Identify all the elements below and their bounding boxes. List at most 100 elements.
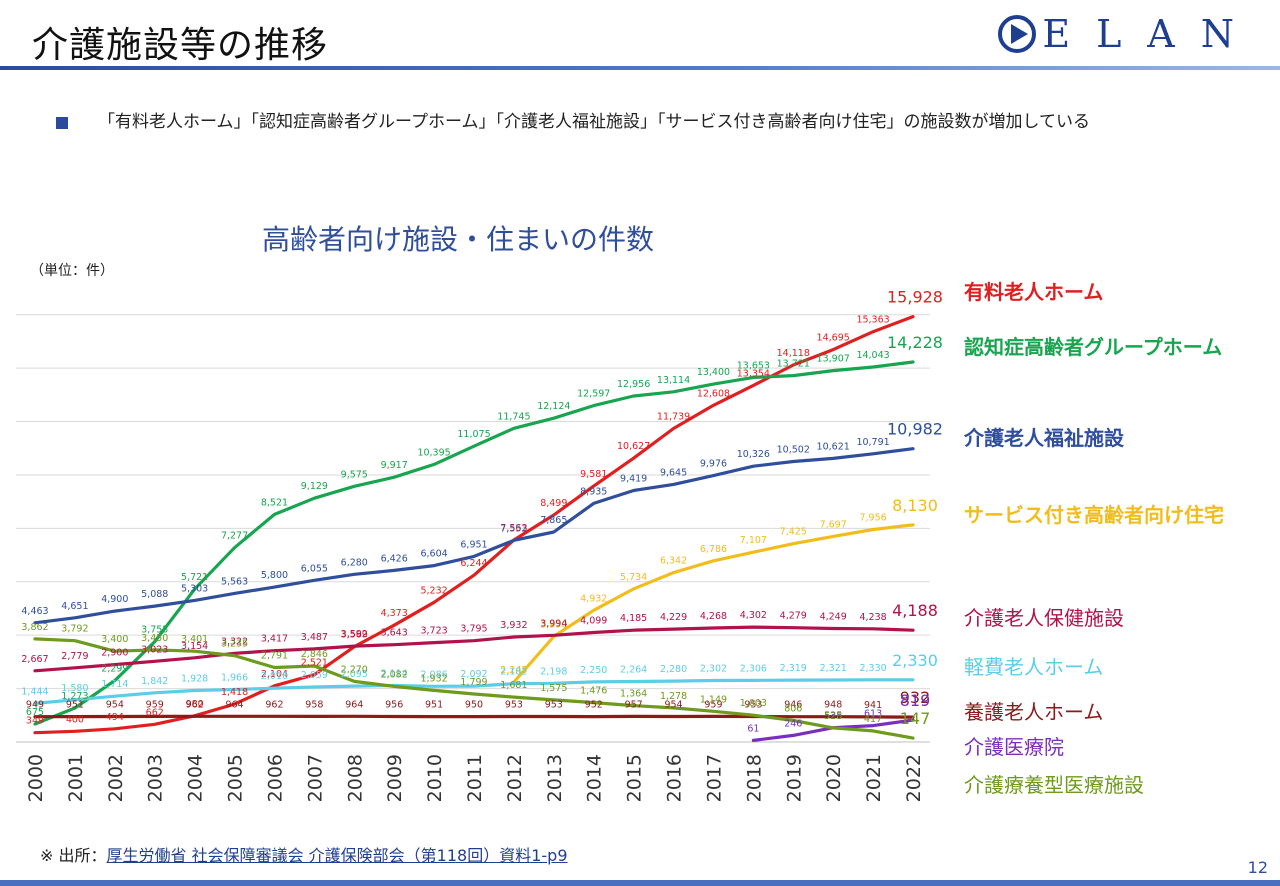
data-label: 2,302 xyxy=(700,664,727,675)
data-label: 2,900 xyxy=(101,648,128,659)
data-label: 12,597 xyxy=(577,389,610,400)
data-label: 2,330 xyxy=(892,651,938,670)
data-label: 953 xyxy=(545,700,563,711)
data-label: 11,075 xyxy=(457,429,490,440)
data-label: 4,249 xyxy=(820,612,847,623)
data-label: 6,342 xyxy=(660,556,687,567)
data-label: 6,951 xyxy=(460,539,487,550)
page-number: 12 xyxy=(1247,858,1268,877)
x-tick-label: 2007 xyxy=(304,754,326,802)
data-label: 7,865 xyxy=(540,515,567,526)
series-line-8 xyxy=(33,637,915,740)
data-label: 4,651 xyxy=(61,601,88,612)
data-label: 613 xyxy=(864,709,882,720)
data-label: 1,932 xyxy=(420,673,447,684)
data-label: 11,739 xyxy=(657,411,690,422)
data-label: 958 xyxy=(305,699,323,710)
data-label: 806 xyxy=(784,703,802,714)
x-tick-label: 2013 xyxy=(544,754,566,802)
data-label: 4,279 xyxy=(780,611,807,622)
data-label: 14,043 xyxy=(856,350,889,361)
data-label: 3,862 xyxy=(21,622,48,633)
legend-entry: 介護老人福祉施設 xyxy=(964,426,1124,450)
series-line-3 xyxy=(512,523,915,684)
x-tick-label: 2019 xyxy=(783,754,805,802)
data-label: 5,563 xyxy=(221,576,248,587)
data-label: 7,552 xyxy=(500,523,527,534)
data-label: 2,198 xyxy=(540,666,567,677)
data-label: 948 xyxy=(824,700,842,711)
x-tick-label: 2005 xyxy=(225,754,247,802)
data-label: 8,130 xyxy=(892,496,938,515)
data-label: 9,581 xyxy=(580,469,607,480)
data-label: 14,118 xyxy=(777,348,810,359)
data-label: 5,721 xyxy=(181,572,208,583)
legend-entry: サービス付き高齢者向け住宅 xyxy=(964,503,1224,527)
data-label: 7,107 xyxy=(740,535,767,546)
series-line-6 xyxy=(33,714,915,719)
data-label: 147 xyxy=(900,709,931,728)
x-tick-label: 2004 xyxy=(185,754,207,802)
data-label: 14,228 xyxy=(887,333,943,352)
data-label: 3,643 xyxy=(381,628,408,639)
data-label: 2,104 xyxy=(261,669,288,680)
data-label: 1,928 xyxy=(181,674,208,685)
data-label: 3,795 xyxy=(460,624,487,635)
x-tick-label: 2000 xyxy=(25,754,47,802)
data-label: 2,086 xyxy=(420,669,447,680)
data-label: 2,280 xyxy=(660,664,687,675)
data-label: 950 xyxy=(465,700,483,711)
data-label: 3,932 xyxy=(500,620,527,631)
data-label: 9,419 xyxy=(620,473,647,484)
x-tick-label: 2021 xyxy=(863,754,885,802)
data-label: 2,016 xyxy=(261,671,288,682)
series-line-4 xyxy=(33,625,915,673)
x-tick-label: 2016 xyxy=(664,754,686,802)
data-label: 5,734 xyxy=(620,572,647,583)
data-label: 1,476 xyxy=(580,686,607,697)
x-tick-label: 2002 xyxy=(105,754,127,802)
data-label: 957 xyxy=(625,699,643,710)
legend-entry: 有料老人ホーム xyxy=(964,280,1104,304)
play-circle-icon xyxy=(998,15,1037,53)
data-label: 10,621 xyxy=(817,441,850,452)
x-tick-label: 2001 xyxy=(65,754,87,802)
data-label: 2,245 xyxy=(500,665,527,676)
data-label: 4,932 xyxy=(580,593,607,604)
data-label: 3,322 xyxy=(221,636,248,647)
data-label: 2,264 xyxy=(620,665,647,676)
data-label: 3,401 xyxy=(181,634,208,645)
data-label: 962 xyxy=(265,699,283,710)
data-label: 3,023 xyxy=(141,644,168,655)
data-label: 12,956 xyxy=(617,379,650,390)
data-label: 61 xyxy=(747,723,759,734)
data-label: 7,563 xyxy=(500,523,527,534)
data-label: 3,417 xyxy=(261,634,288,645)
data-label: 349 xyxy=(26,716,44,727)
data-label: 2,321 xyxy=(820,663,847,674)
data-label: 1,966 xyxy=(221,672,248,683)
source-link[interactable]: 厚生労働省 社会保障審議会 介護保険部会（第118回）資料1-p9 xyxy=(106,846,568,865)
data-label: 10,982 xyxy=(887,420,943,439)
data-label: 2,521 xyxy=(301,658,328,669)
data-label: 949 xyxy=(26,700,44,711)
data-label: 2,059 xyxy=(301,670,328,681)
data-label: 528 xyxy=(824,711,842,722)
elan-logo: ELAN xyxy=(998,12,1260,56)
data-label: 2,095 xyxy=(341,669,368,680)
data-label: 2,330 xyxy=(859,663,886,674)
data-label: 4,188 xyxy=(892,601,938,620)
data-label: 7,425 xyxy=(780,527,807,538)
data-label: 9,976 xyxy=(700,459,727,470)
data-label: 4,099 xyxy=(580,616,607,627)
legend-entry: 介護医療院 xyxy=(964,735,1064,759)
data-label: 8,499 xyxy=(540,498,567,509)
legend-entry: 認知症高齢者グループホーム xyxy=(964,335,1223,359)
footer-rule xyxy=(0,880,1280,886)
data-label: 5,232 xyxy=(420,585,447,596)
data-label: 952 xyxy=(585,700,603,711)
data-label: 6,244 xyxy=(460,558,487,569)
data-label: 3,592 xyxy=(341,629,368,640)
x-tick-label: 2010 xyxy=(424,754,446,802)
